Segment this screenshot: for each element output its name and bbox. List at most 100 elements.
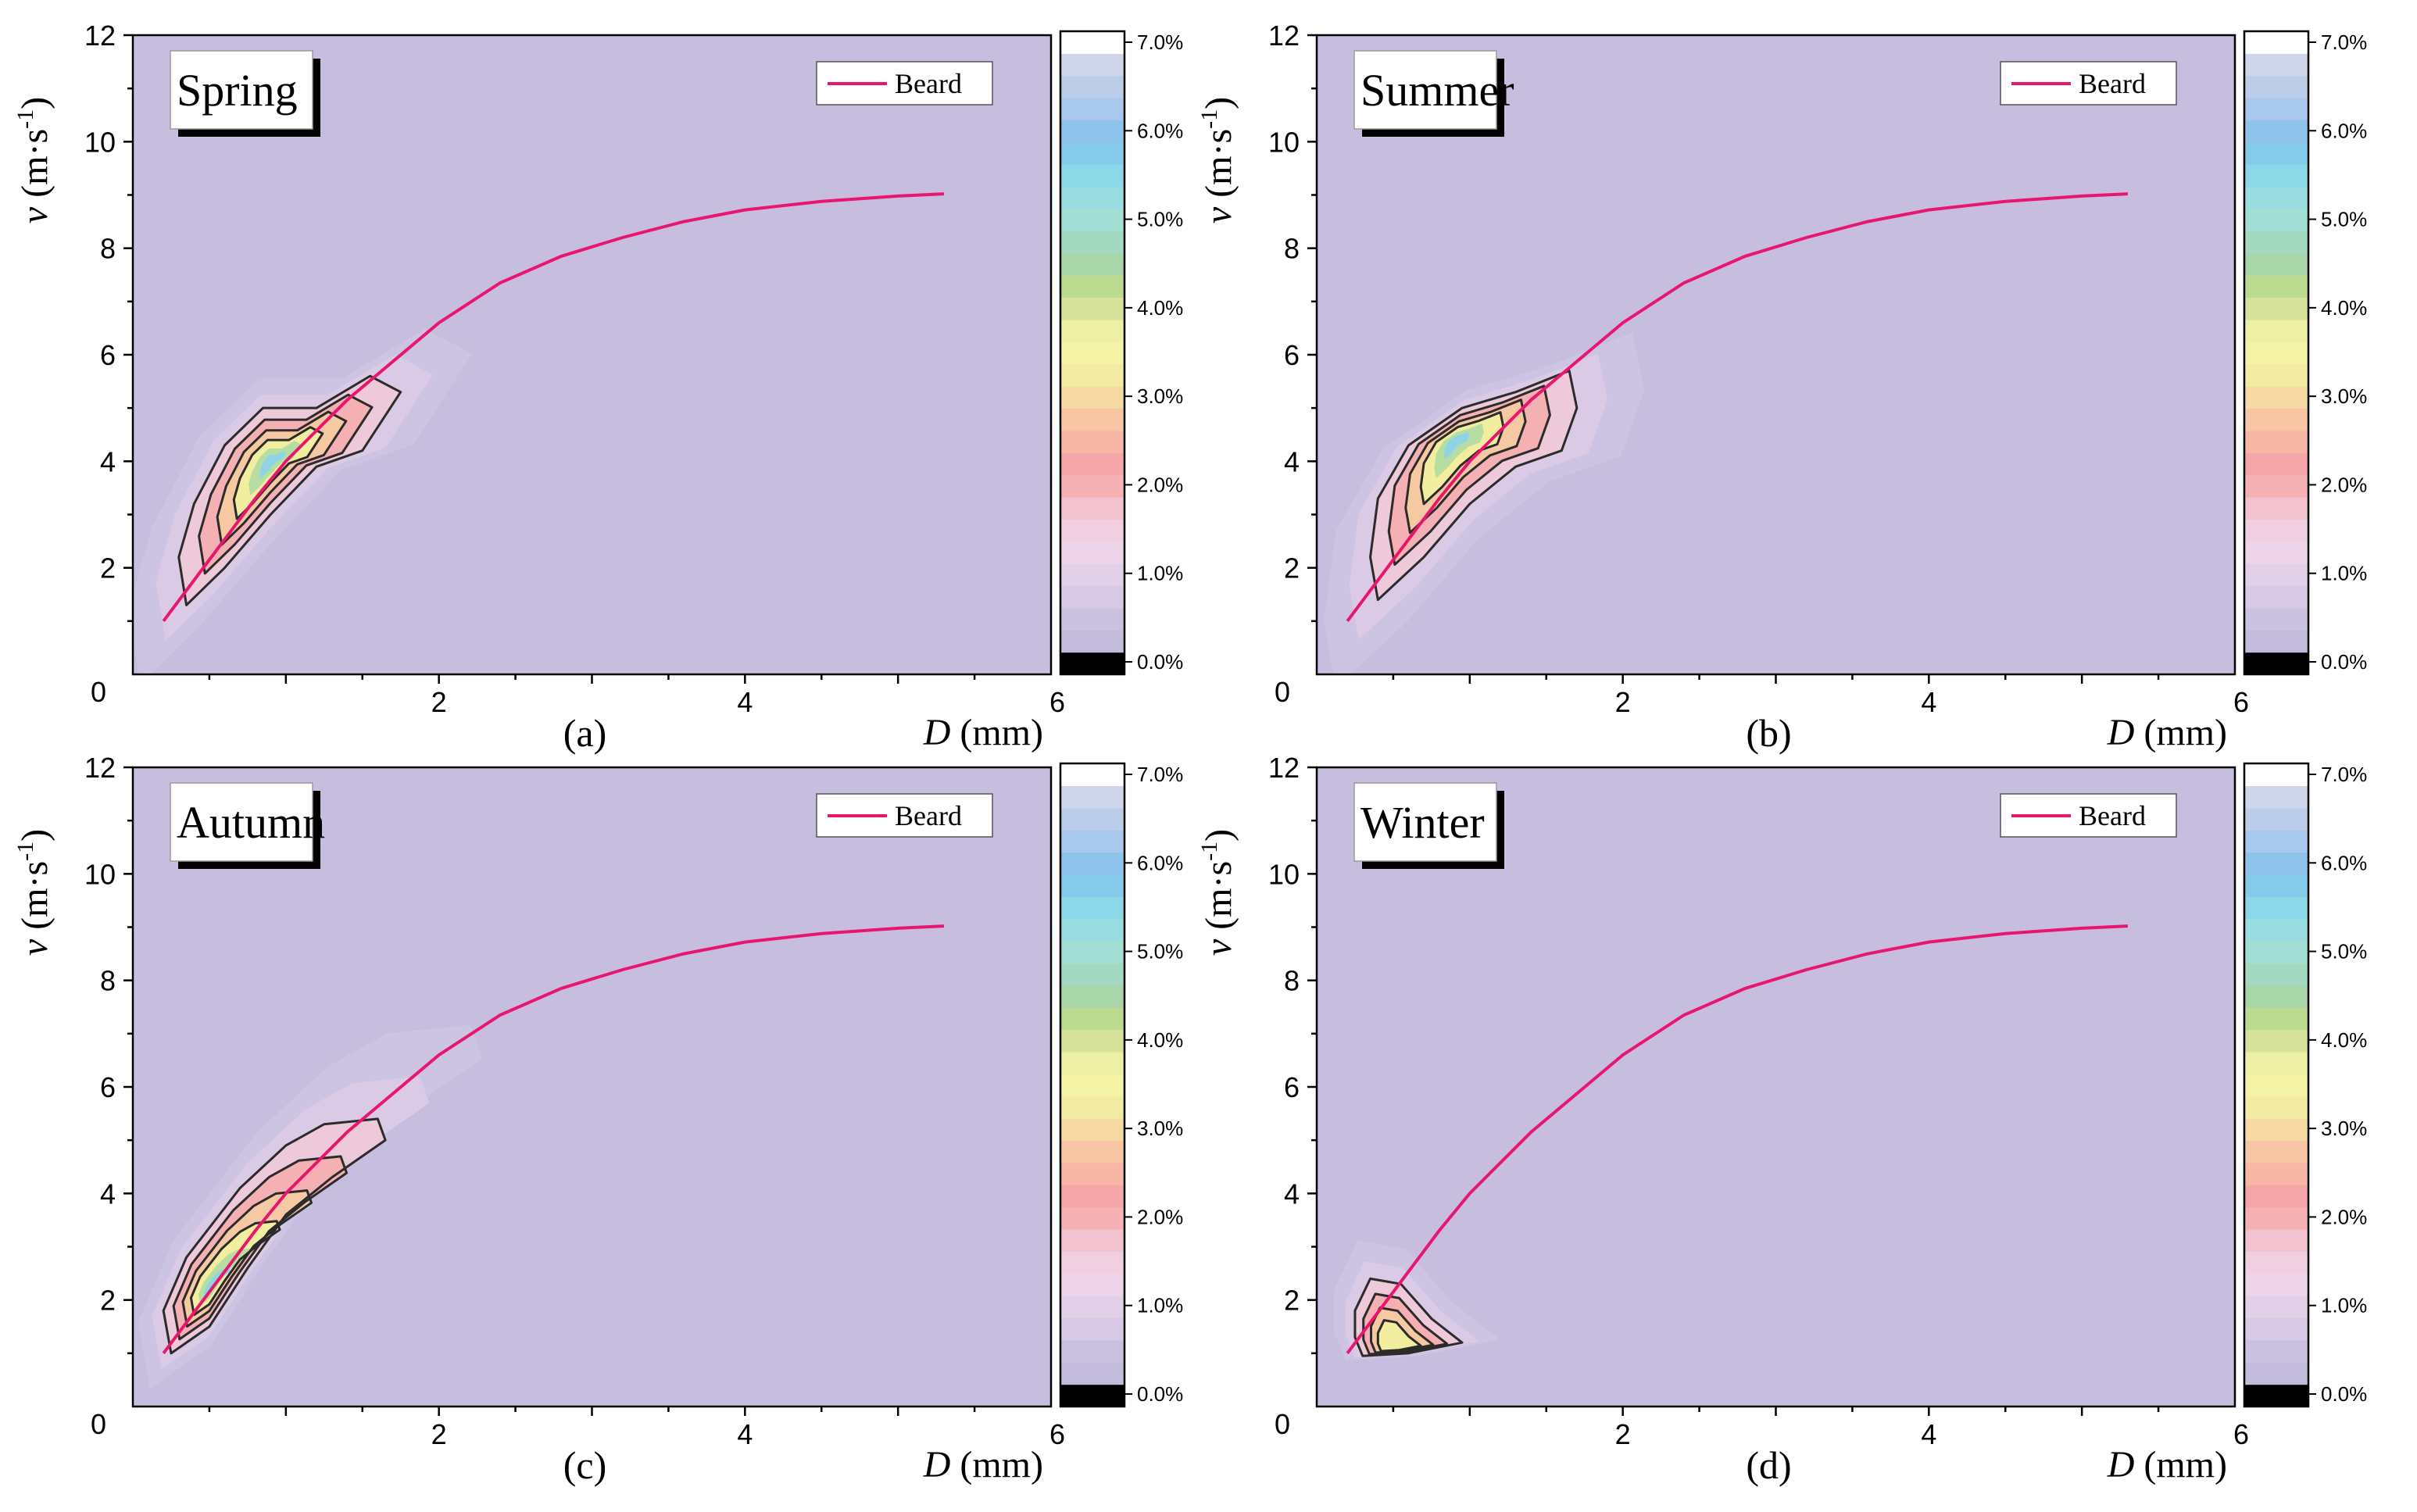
colorbar-band <box>1060 31 1124 54</box>
contour-line-2 <box>1404 399 1527 534</box>
season-title: Spring <box>170 50 320 137</box>
colorbar-band <box>1060 963 1124 986</box>
origin-label: 0 <box>91 676 106 708</box>
y-tick-label: 8 <box>1284 233 1300 265</box>
colorbar-band <box>1060 1339 1124 1363</box>
density-level-6 <box>1434 423 1484 479</box>
x-axis-var: D <box>923 712 951 753</box>
colorbar: 0.0% 1.0% 2.0% 3.0% 4.0% 5.0% 6.0% 7.0% <box>1059 762 1183 1408</box>
colorbar-band <box>1060 1029 1124 1053</box>
season-title: Autumn <box>170 782 325 869</box>
colorbar-band <box>2244 1118 2308 1142</box>
y-tick-label: 8 <box>100 233 116 265</box>
y-axis-var: v <box>1198 938 1239 956</box>
season-title-box <box>170 782 313 862</box>
y-axis-close: ) <box>1198 829 1239 842</box>
density-level-5 <box>1378 1320 1421 1352</box>
colorbar-tick-label: 4.0% <box>2321 1028 2367 1052</box>
y-axis-exponent: -1 <box>1196 109 1222 129</box>
colorbar-tick-label: 1.0% <box>2321 562 2367 585</box>
colorbar-band <box>1060 341 1124 365</box>
legend: Beard <box>2000 793 2177 838</box>
colorbar-tick-label: 6.0% <box>2321 851 2367 874</box>
colorbar-band <box>1060 120 1124 143</box>
y-tick-label: 12 <box>84 752 116 784</box>
colorbar-band <box>1060 519 1124 542</box>
colorbar-band <box>1060 1362 1124 1385</box>
colorbar-tick-label: 2.0% <box>1137 473 1183 496</box>
colorbar-band <box>1060 1206 1124 1230</box>
colorbar-band <box>1060 363 1124 387</box>
colorbar-band <box>1060 141 1124 165</box>
colorbar-band <box>1060 1162 1124 1185</box>
contour-line-1 <box>1387 384 1551 567</box>
colorbar-band <box>2244 607 2308 631</box>
colorbar-frame <box>1059 30 1126 676</box>
colorbar-band <box>1060 941 1124 964</box>
colorbar-band <box>2244 1384 2308 1407</box>
x-axis-label: D (mm) <box>923 1444 1043 1485</box>
colorbar-band <box>1060 209 1124 232</box>
colorbar-band <box>2244 1185 2308 1208</box>
colorbar-band <box>1060 1296 1124 1319</box>
density-layer <box>1324 192 2128 674</box>
colorbar-band <box>1060 630 1124 653</box>
colorbar-band <box>2244 275 2308 298</box>
colorbar-tick-label: 0.0% <box>2321 650 2367 674</box>
x-tick-label: 4 <box>1921 686 1936 718</box>
contour-line-2 <box>216 410 348 546</box>
colorbar-band <box>1060 1118 1124 1142</box>
y-tick-label: 4 <box>1284 445 1300 477</box>
beard-curve <box>1346 924 2128 1354</box>
colorbar-tick-label: 0.0% <box>2321 1382 2367 1406</box>
plot-area <box>133 767 1051 1407</box>
y-axis-label: v (m·s-1) <box>1196 829 1239 956</box>
colorbar-band <box>2244 1228 2308 1252</box>
season-title-text: Winter <box>1360 797 1485 848</box>
y-tick-label: 2 <box>1284 552 1300 584</box>
season-title-box <box>1353 50 1497 130</box>
colorbar: 0.0% 1.0% 2.0% 3.0% 4.0% 5.0% 6.0% 7.0% <box>2243 762 2367 1408</box>
colorbar-band <box>2244 1074 2308 1097</box>
x-axis-label: D (mm) <box>923 712 1043 753</box>
panel-label: (d) <box>1746 1443 1791 1487</box>
colorbar-band <box>1060 763 1124 786</box>
colorbar-tick-label: 7.0% <box>2321 763 2367 786</box>
colorbar-band <box>1060 98 1124 121</box>
y-tick-label: 2 <box>100 552 116 584</box>
colorbar-band <box>1060 1185 1124 1208</box>
y-axis-close: ) <box>14 97 55 109</box>
y-axis-exponent: -1 <box>13 109 38 129</box>
colorbar-band <box>1060 1228 1124 1252</box>
colorbar-band <box>2244 141 2308 165</box>
colorbar-band <box>1060 652 1124 675</box>
density-level-7 <box>259 451 287 479</box>
colorbar-band <box>2244 98 2308 121</box>
panel-b: 2 4 6 8 10 12 0 2 4 6 v (m·s-1) D (mm) (b) Summer Bear… <box>1196 20 2367 755</box>
colorbar-tick-label: 1.0% <box>2321 1294 2367 1317</box>
contour-line-3 <box>232 426 324 520</box>
y-axis-unit: (m·s <box>14 861 55 939</box>
legend-label: Beard <box>2079 68 2146 99</box>
colorbar-tick-label: 0.0% <box>1137 1382 1183 1406</box>
legend-label: Beard <box>2079 800 2146 831</box>
colorbar-band <box>2244 1140 2308 1163</box>
colorbar-frame <box>2243 30 2310 676</box>
colorbar-band <box>1060 896 1124 920</box>
y-axis-unit: (m·s <box>1198 129 1239 207</box>
colorbar-band <box>2244 209 2308 232</box>
colorbar-band <box>1060 1251 1124 1274</box>
colorbar-band <box>2244 1096 2308 1119</box>
colorbar-tick-label: 5.0% <box>2321 208 2367 231</box>
colorbar-band <box>1060 452 1124 476</box>
plot-area <box>1317 35 2235 674</box>
x-axis-unit: (mm) <box>950 712 1043 753</box>
origin-label: 0 <box>91 1408 106 1440</box>
colorbar-band <box>2244 164 2308 188</box>
x-axis-label: D (mm) <box>2107 712 2227 753</box>
colorbar: 0.0% 1.0% 2.0% 3.0% 4.0% 5.0% 6.0% 7.0% <box>1059 30 1183 676</box>
y-tick-label: 10 <box>84 858 116 890</box>
colorbar-band <box>1060 874 1124 897</box>
season-title-text: Summer <box>1360 65 1514 116</box>
